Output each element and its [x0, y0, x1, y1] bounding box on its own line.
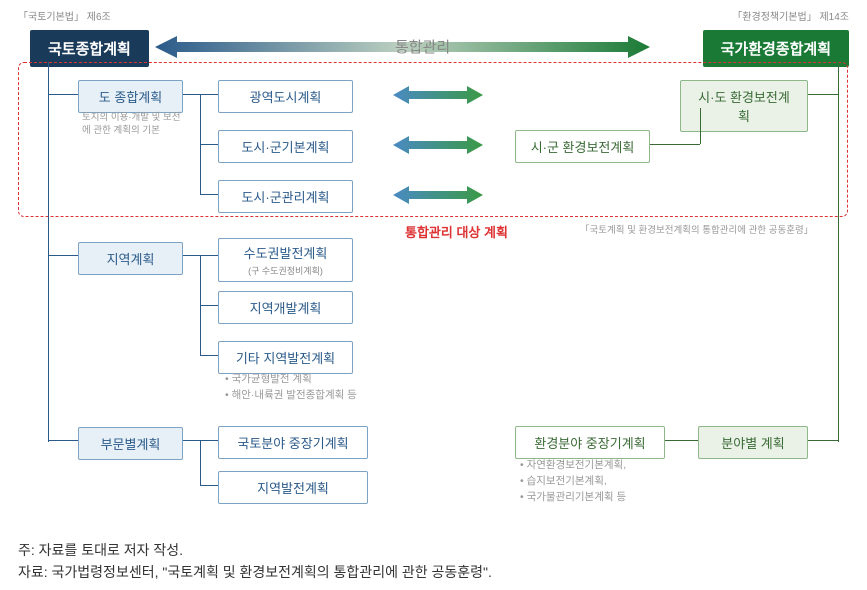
conn-m3 — [200, 194, 218, 195]
conn-m4 — [183, 255, 218, 256]
box-env-midlong: 환경분야 중장기계획 — [515, 426, 665, 459]
box-capital-dev: 수도권발전계획 (구 수도권정비계획) — [218, 238, 353, 282]
r-b3: • 국가물관리기본계획 등 — [520, 491, 626, 503]
conn-r3 — [665, 440, 698, 441]
conn-m6 — [200, 355, 218, 356]
bidir-2 — [393, 135, 483, 155]
m4-sub: (구 수도권정비계획) — [227, 264, 344, 277]
r-b2: • 습지보전기본계획, — [520, 475, 607, 487]
conn-m5 — [200, 305, 218, 306]
conn-r4 — [808, 440, 838, 441]
diagram-canvas: { "corner": { "left": "「국토기본법」 제6조", "ri… — [0, 0, 867, 590]
box-nat-midlong: 국토분야 중장기계획 — [218, 426, 368, 459]
box-do-plan: 도 종합계획 — [78, 80, 183, 113]
conn-m7 — [183, 440, 218, 441]
conn-m2 — [200, 144, 218, 145]
conn-l2 — [48, 255, 78, 256]
conn-r1 — [808, 94, 838, 95]
box-region-dev: 지역개발계획 — [218, 291, 353, 324]
law-ref-right: 「환경정책기본법」 제14조 — [732, 8, 849, 23]
red-target-label: 통합관리 대상 계획 — [405, 222, 508, 241]
conn-l3 — [48, 440, 78, 441]
bullets-region: • 국가균형발전 계획 • 해안·내륙권 발전종합계획 등 — [225, 372, 357, 404]
conn-m8 — [200, 485, 218, 486]
footer-note: 주: 자료를 토대로 저자 작성. — [18, 540, 183, 561]
bidir-3 — [393, 185, 483, 205]
note-do-1: 토지의 이용·개발 및 보전 — [82, 112, 180, 123]
conn-r2v — [700, 108, 701, 144]
conn-m1 — [183, 94, 218, 95]
box-city-mgmt: 도시·군관리계획 — [218, 180, 353, 213]
red-note: 「국토계획 및 환경보전계획의 통합관리에 관한 공동훈령」 — [580, 225, 813, 238]
box-region-plan: 지역계획 — [78, 242, 183, 275]
center-label: 통합관리 — [395, 36, 450, 57]
note-do: 토지의 이용·개발 및 보전 에 관한 계획의 기본 — [82, 112, 192, 138]
box-region-dev2: 지역발전계획 — [218, 471, 368, 504]
m6-b2: • 해안·내륙권 발전종합계획 등 — [225, 389, 357, 401]
box-other-region: 기타 지역발전계획 — [218, 341, 353, 374]
footer-source: 자료: 국가법령정보센터, "국토계획 및 환경보전계획의 통합관리에 관한 공… — [18, 562, 492, 583]
box-city-basic: 도시·군기본계획 — [218, 130, 353, 163]
conn-r2h — [650, 144, 700, 145]
conn-l1 — [48, 94, 78, 95]
bidir-1 — [393, 85, 483, 105]
r-b1: • 자연환경보전기본계획, — [520, 459, 626, 471]
box-metro-city: 광역도시계획 — [218, 80, 353, 113]
right-spine — [838, 62, 839, 442]
box-sector-plan: 부문별계획 — [78, 427, 183, 460]
mid-spine-3 — [200, 440, 201, 485]
box-field-plan: 분야별 계획 — [698, 426, 808, 459]
m4-label: 수도권발전계획 — [244, 246, 328, 261]
m6-b1: • 국가균형발전 계획 — [225, 373, 312, 385]
bullets-env: • 자연환경보전기본계획, • 습지보전기본계획, • 국가물관리기본계획 등 — [520, 458, 626, 505]
note-do-2: 에 관한 계획의 기본 — [82, 125, 160, 136]
law-ref-left: 「국토기본법」 제6조 — [18, 8, 111, 23]
left-spine — [48, 62, 49, 442]
box-sigun-env: 시·군 환경보전계획 — [515, 130, 650, 163]
